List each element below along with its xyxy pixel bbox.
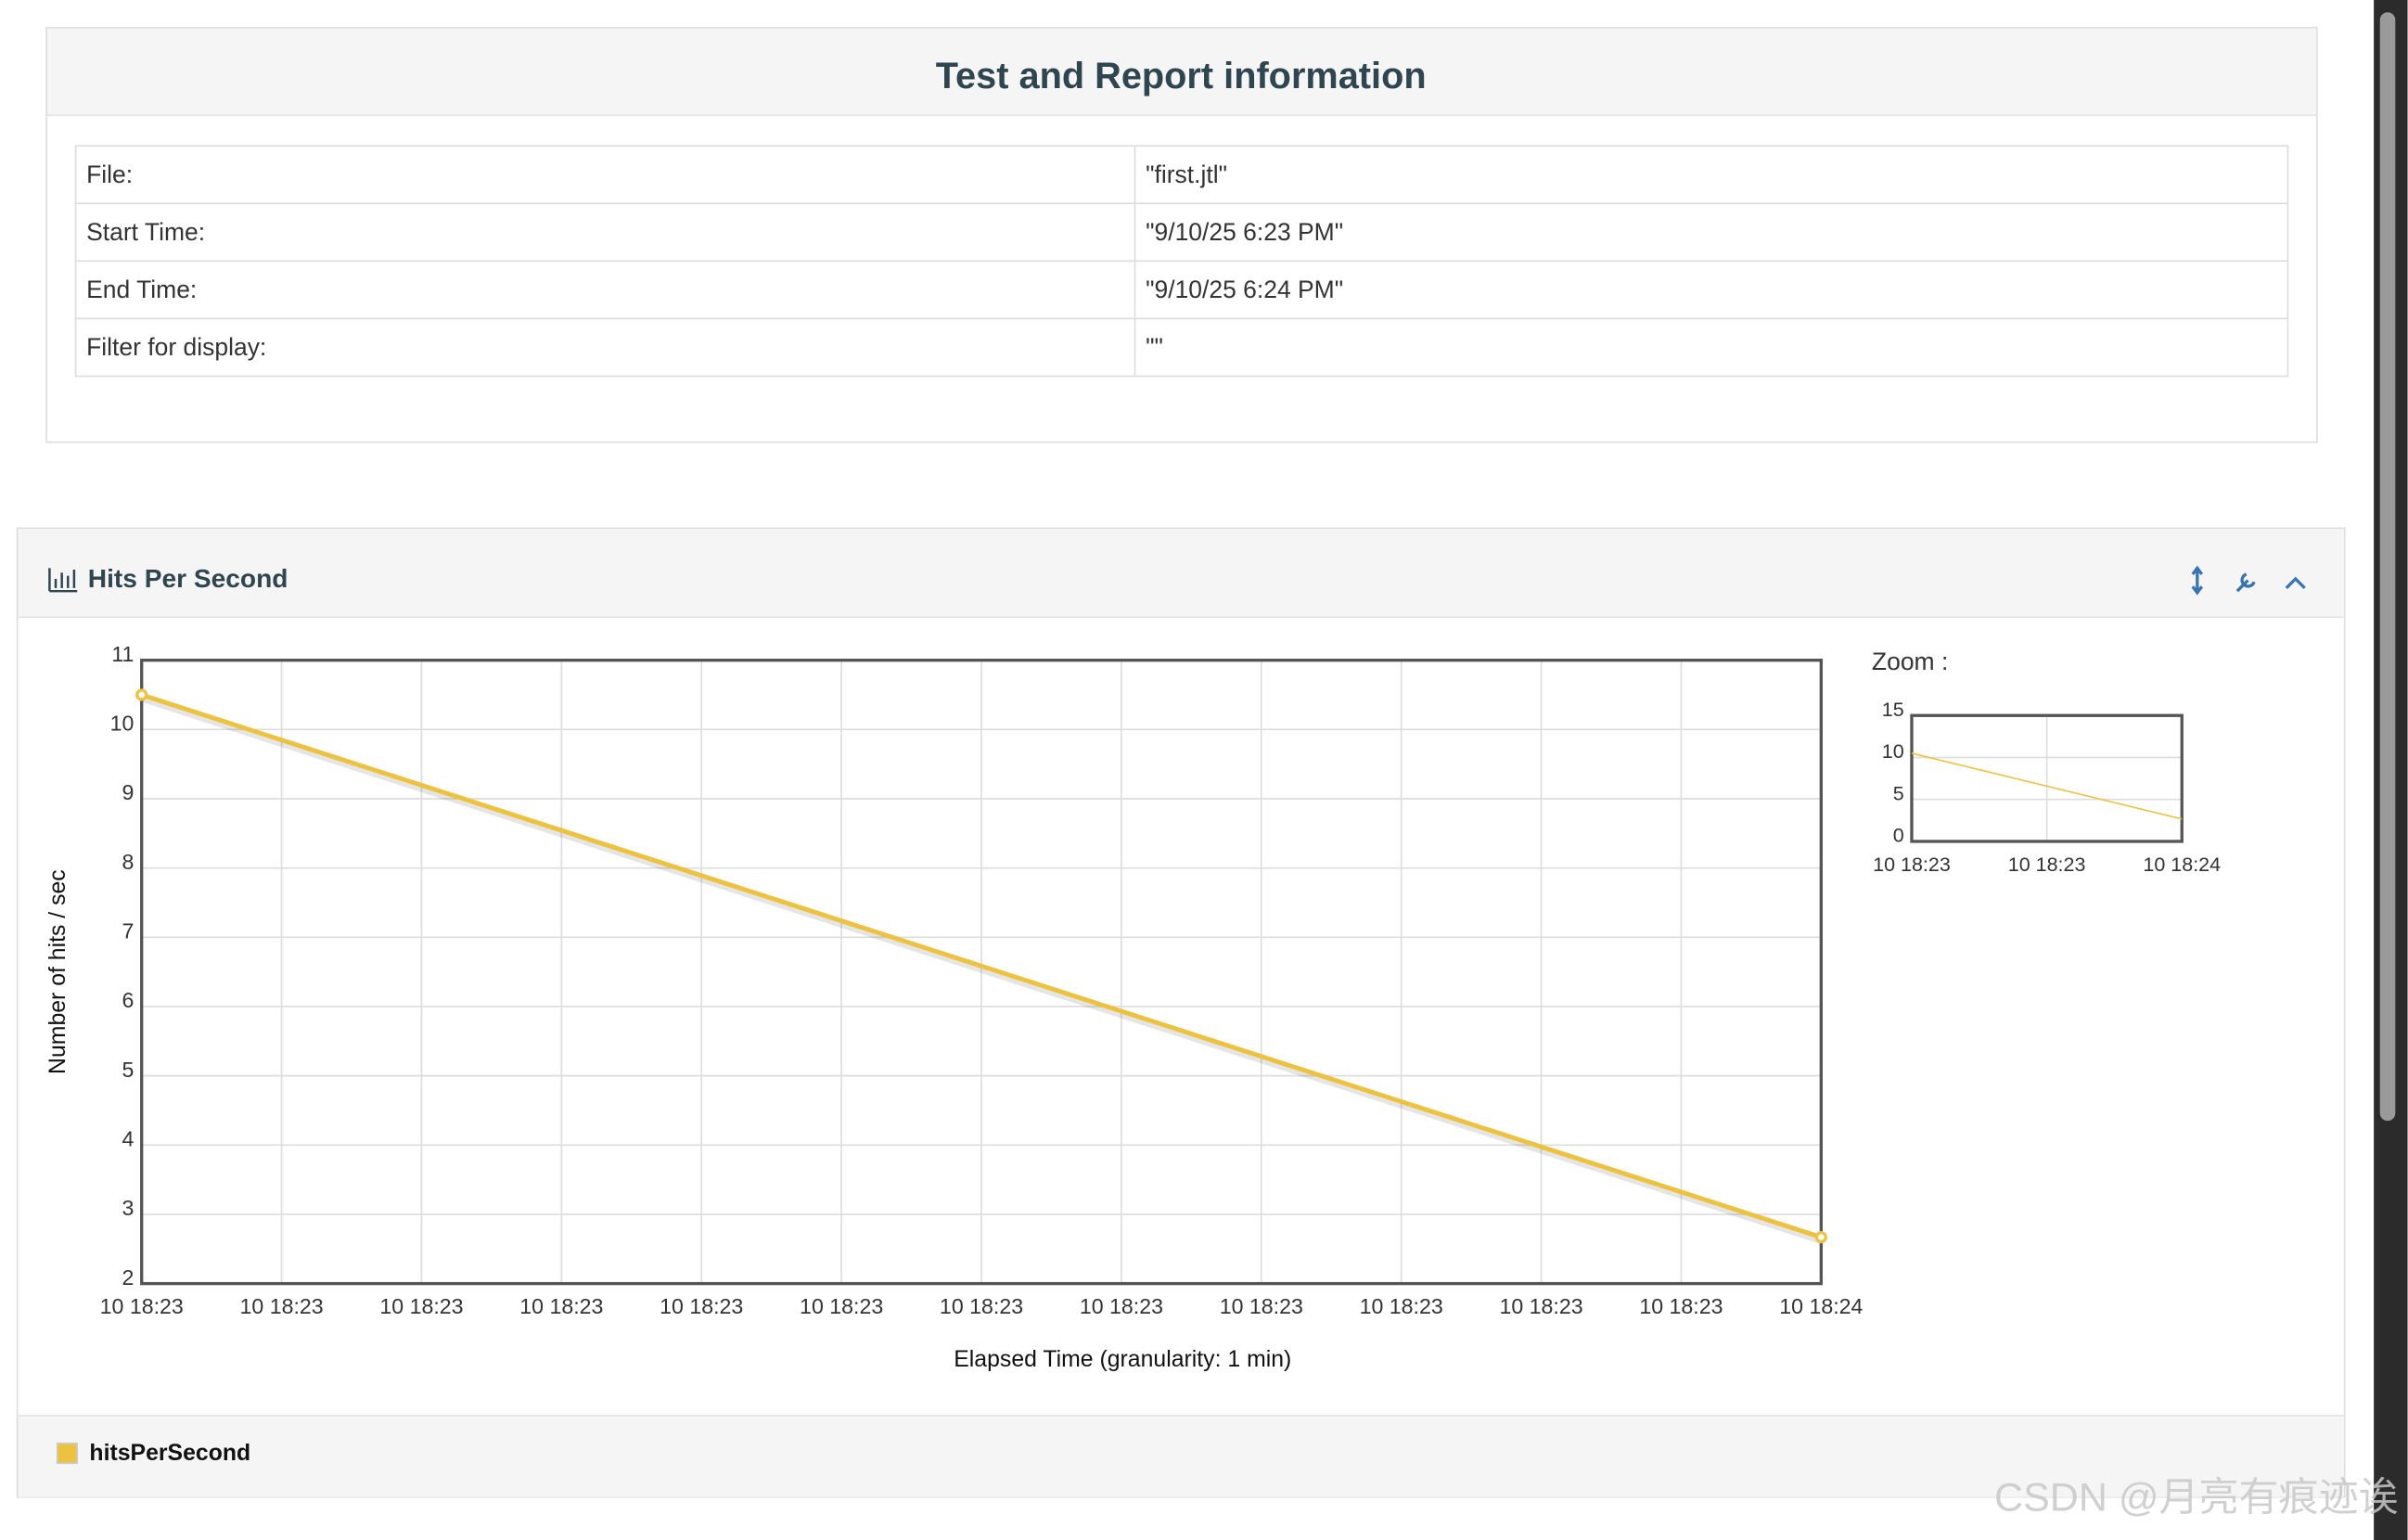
series-line	[1911, 752, 2183, 820]
panel-header	[18, 529, 2344, 617]
data-point[interactable]	[1814, 1230, 1827, 1244]
y-tick-label: 10	[110, 711, 134, 735]
chart-icon	[48, 568, 78, 593]
x-tick-label: 10 18:23	[240, 1294, 324, 1318]
cell-label: End Time:	[86, 276, 197, 303]
y-tick-label: 15	[1882, 699, 1904, 721]
cell-value: "9/10/25 6:24 PM"	[1146, 276, 1343, 303]
x-tick-label: 10 18:23	[1639, 1294, 1723, 1318]
x-tick-label: 10 18:23	[1873, 853, 1951, 876]
y-tick-label: 3	[122, 1196, 134, 1220]
cell-label: File:	[86, 160, 133, 188]
y-tick-label: 9	[122, 780, 134, 804]
y-tick-label: 10	[1882, 740, 1904, 763]
x-tick-label: 10 18:23	[1360, 1294, 1443, 1318]
x-tick-label: 10 18:23	[1080, 1294, 1163, 1318]
y-axis-label: Number of hits / sec	[45, 869, 70, 1074]
panel-footer	[18, 1415, 2344, 1497]
line-shadow	[140, 694, 1823, 1244]
table-row	[74, 317, 2289, 378]
x-tick-label: 10 18:23	[800, 1294, 883, 1318]
cell-value: "9/10/25 6:23 PM"	[1146, 218, 1343, 246]
y-tick-label: 7	[122, 918, 134, 943]
x-tick-label: 10 18:24	[1779, 1294, 1863, 1318]
x-tick-label: 10 18:23	[2008, 853, 2086, 876]
legend-label[interactable]: hitsPerSecond	[89, 1441, 250, 1466]
plot-frame	[140, 659, 1823, 1286]
panel-title: Hits Per Second	[88, 564, 288, 593]
report-table: File: "first.jtl" Start Time: "9/10/25 6:23…	[74, 145, 2289, 378]
table-row	[74, 260, 2289, 320]
x-tick-label: 10 18:23	[100, 1294, 184, 1318]
cell-label: Filter for display:	[86, 333, 266, 361]
y-tick-label: 8	[122, 850, 134, 874]
x-tick-label: 10 18:23	[1499, 1294, 1582, 1318]
report-title: Test and Report information	[936, 56, 1427, 96]
y-tick-label: 4	[122, 1126, 134, 1150]
x-tick-label: 10 18:24	[2143, 853, 2221, 876]
x-axis-label: Elapsed Time (granularity: 1 min)	[954, 1347, 1291, 1372]
y-tick-label: 0	[1893, 825, 1904, 847]
charts: 2 3 4 5 6 7 8 9 10 11 10 18:23 10 18:23 10 18:23 10 1…	[45, 642, 2221, 1466]
zoom-title: Zoom :	[1872, 648, 1948, 675]
plot-frame	[1910, 713, 2184, 843]
panel	[16, 527, 2346, 1498]
x-tick-label: 10 18:23	[1220, 1294, 1303, 1318]
report-header	[46, 28, 2317, 116]
y-tick-label: 5	[122, 1058, 134, 1082]
collapse-button[interactable]	[2285, 576, 2306, 590]
watermark: CSDN @月亮有痕迹诶	[1994, 1475, 2399, 1520]
scrollbar-thumb[interactable]	[2379, 12, 2396, 1122]
y-tick-label: 6	[122, 988, 134, 1012]
legend-swatch[interactable]	[56, 1442, 79, 1465]
cell-value: "first.jtl"	[1146, 160, 1227, 188]
data-point[interactable]	[135, 688, 148, 701]
y-tick-label: 11	[111, 642, 134, 666]
resize-button[interactable]	[2191, 565, 2204, 596]
x-tick-label: 10 18:23	[660, 1294, 743, 1318]
table-row	[74, 202, 2289, 263]
y-tick-label: 5	[1893, 782, 1904, 804]
cell-value: ""	[1146, 333, 1163, 361]
settings-button[interactable]	[2235, 572, 2256, 593]
cell-label: Start Time:	[86, 218, 205, 246]
x-tick-label: 10 18:23	[379, 1294, 463, 1318]
x-tick-label: 10 18:23	[519, 1294, 603, 1318]
y-tick-label: 2	[122, 1265, 134, 1290]
series-line	[140, 692, 1823, 1239]
x-tick-label: 10 18:23	[940, 1294, 1023, 1318]
